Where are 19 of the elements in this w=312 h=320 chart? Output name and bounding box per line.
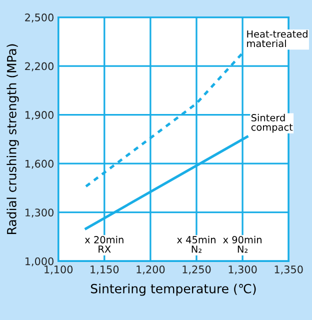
y-axis-title: Radial crushing strength (MPa): [6, 44, 19, 234]
series-label: Heat-treated material: [247, 30, 308, 48]
y-tick-label: 1,000: [26, 257, 54, 266]
annotation: x 45min N₂: [177, 236, 216, 253]
annotation: x 90min N₂: [223, 236, 262, 253]
x-tick-label: 1,150: [90, 265, 119, 274]
x-tick-label: 1,350: [274, 265, 303, 274]
x-tick-label: 1,200: [136, 265, 165, 274]
x-axis-title: Sintering temperature (℃): [90, 284, 256, 296]
x-tick-label: 1,250: [182, 265, 211, 274]
y-tick-label: 2,200: [25, 62, 54, 72]
series-label: Sinterd compact: [251, 114, 293, 133]
y-tick-label: 1,600: [26, 160, 54, 169]
y-tick-label: 1,300: [26, 208, 54, 218]
x-tick-label: 1,300: [228, 265, 257, 274]
x-tick-label: 1,100: [44, 265, 73, 274]
annotation: x 20min RX: [84, 236, 124, 253]
y-tick-label: 1,900: [26, 111, 54, 120]
y-tick-label: 2,500: [25, 14, 54, 22]
